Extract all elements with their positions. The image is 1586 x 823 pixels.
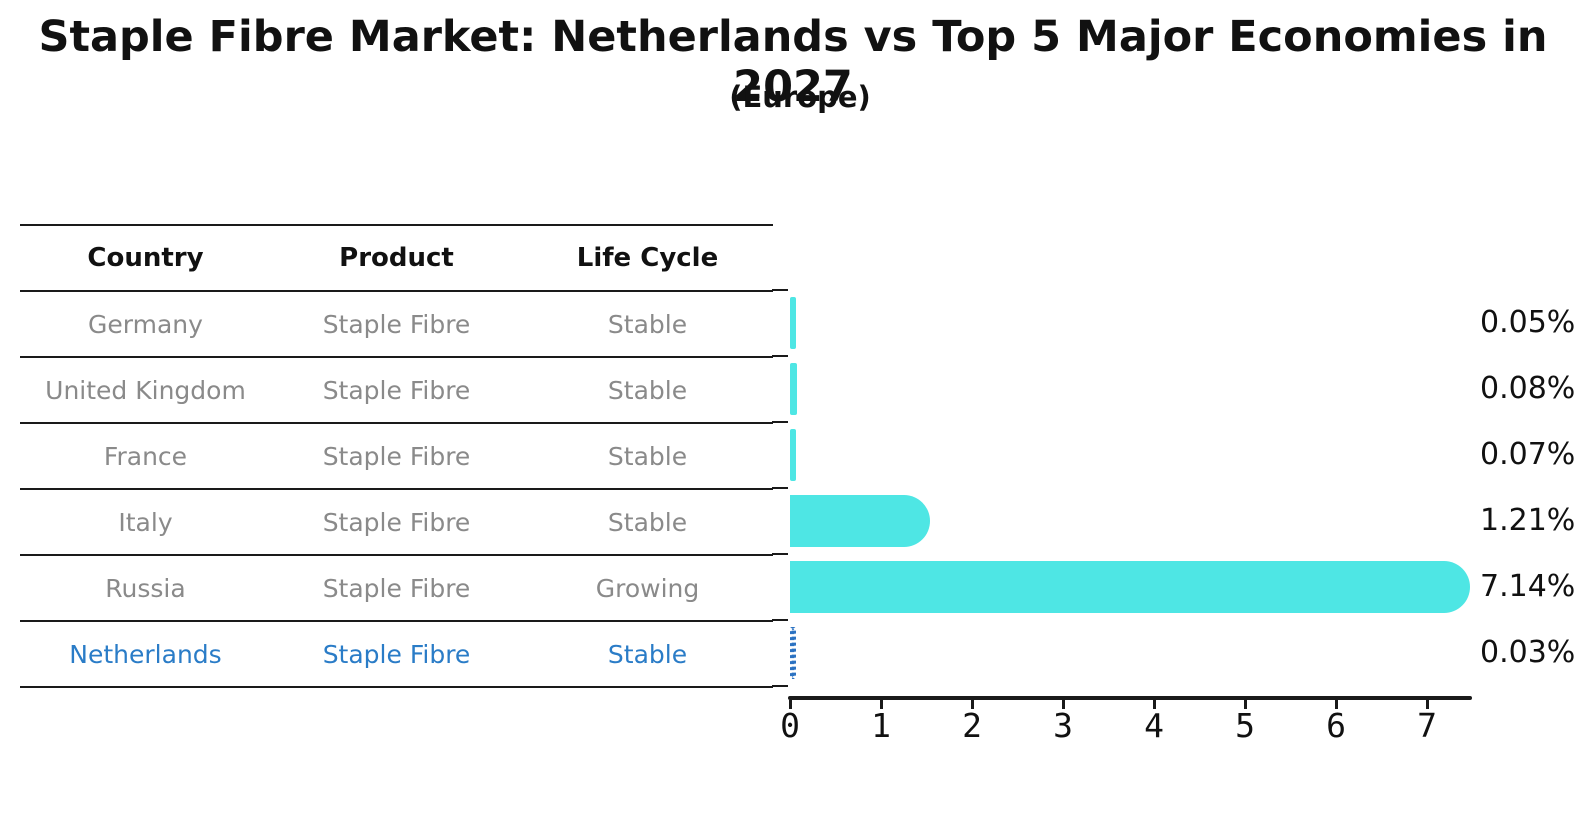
x-axis-tick-label-5: 5 (1235, 706, 1255, 745)
x-axis-tick-label-6: 6 (1326, 706, 1346, 745)
y-axis-tick-3 (772, 487, 788, 489)
y-axis-tick-1 (772, 355, 788, 357)
value-label-russia: 7.14% (1480, 569, 1576, 604)
table-row-italy: Italy Staple Fibre Stable (20, 490, 773, 556)
x-axis-tick-1 (880, 700, 883, 709)
product-cell: Staple Fibre (322, 639, 471, 669)
country-cell: Russia (105, 573, 186, 603)
x-axis-tick-2 (971, 700, 974, 709)
life-cycle-cell: Stable (607, 375, 688, 405)
y-axis-tick-4 (772, 553, 788, 555)
bar-france (790, 429, 796, 481)
product-cell: Staple Fibre (322, 441, 471, 471)
country-cell: Netherlands (69, 639, 222, 669)
value-label-italy: 1.21% (1480, 503, 1576, 538)
value-label-netherlands: 0.03% (1480, 635, 1576, 670)
x-axis-tick-7 (1426, 700, 1429, 709)
y-axis-tick-5 (772, 619, 788, 621)
column-header-life-cycle: Life Cycle (576, 243, 719, 273)
table-row-netherlands: Netherlands Staple Fibre Stable (20, 622, 773, 688)
bar-united-kingdom (790, 363, 797, 415)
bar-italy (790, 495, 930, 547)
column-header-country: Country (87, 243, 204, 273)
x-axis-tick-label-1: 1 (871, 706, 891, 745)
value-label-united-kingdom: 0.08% (1480, 371, 1576, 406)
column-header-product: Product (339, 243, 454, 273)
life-cycle-cell: Stable (607, 639, 688, 669)
bar-netherlands (790, 627, 796, 679)
y-axis-tick-2 (772, 421, 788, 423)
country-cell: Germany (88, 309, 203, 339)
life-cycle-cell: Stable (607, 309, 688, 339)
life-cycle-cell: Stable (607, 441, 688, 471)
x-axis-tick-4 (1153, 700, 1156, 709)
country-cell: United Kingdom (45, 375, 246, 405)
x-axis-tick-6 (1335, 700, 1338, 709)
page-title: Staple Fibre Market: Netherlands vs Top … (38, 12, 1548, 112)
table-header-row: Country Product Life Cycle (20, 226, 773, 292)
bar-russia (790, 561, 1470, 613)
bar-germany (790, 297, 796, 349)
page-subtitle: (Europe) (729, 80, 871, 114)
table-row-germany: Germany Staple Fibre Stable (20, 292, 773, 358)
product-cell: Staple Fibre (322, 573, 471, 603)
x-axis-tick-label-3: 3 (1053, 706, 1073, 745)
product-cell: Staple Fibre (322, 375, 471, 405)
x-axis-tick-label-0: 0 (780, 706, 800, 745)
table-row-russia: Russia Staple Fibre Growing (20, 556, 773, 622)
y-axis-tick-6 (772, 685, 788, 687)
y-axis-tick-0 (772, 289, 788, 291)
country-cell: Italy (118, 507, 173, 537)
x-axis-tick-label-2: 2 (962, 706, 982, 745)
life-cycle-cell: Growing (595, 573, 700, 603)
product-cell: Staple Fibre (322, 309, 471, 339)
x-axis-line (788, 696, 1472, 700)
value-label-france: 0.07% (1480, 437, 1576, 472)
product-cell: Staple Fibre (322, 507, 471, 537)
country-cell: France (103, 441, 188, 471)
x-axis-tick-label-7: 7 (1417, 706, 1437, 745)
x-axis-tick-5 (1244, 700, 1247, 709)
x-axis-tick-0 (789, 700, 792, 709)
x-axis-tick-3 (1062, 700, 1065, 709)
x-axis-tick-label-4: 4 (1144, 706, 1164, 745)
value-label-germany: 0.05% (1480, 305, 1576, 340)
table-row-france: France Staple Fibre Stable (20, 424, 773, 490)
table-row-united-kingdom: United Kingdom Staple Fibre Stable (20, 358, 773, 424)
market-table: Country Product Life Cycle Germany Staple Fi… (20, 224, 773, 688)
life-cycle-cell: Stable (607, 507, 688, 537)
